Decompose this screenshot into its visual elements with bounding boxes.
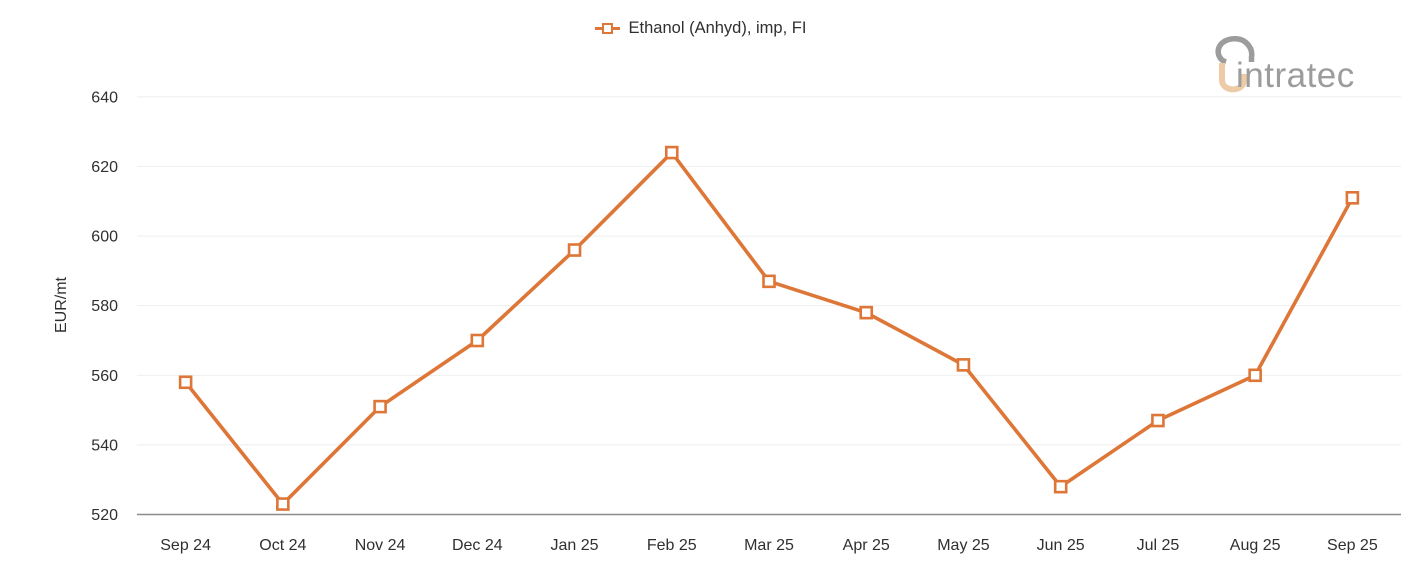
data-point-marker: [1345, 191, 1360, 205]
series-line: [183, 150, 1355, 506]
logo-graphic: intratec: [1215, 36, 1355, 95]
legend-marker-icon: [594, 22, 620, 35]
data-point-marker: [1053, 479, 1068, 494]
data-point-marker: [373, 399, 387, 414]
data-point-marker: [956, 358, 971, 372]
legend-square: [601, 22, 613, 34]
data-point-marker: [762, 274, 776, 289]
legend-label: Ethanol (Anhyd), imp, FI: [628, 19, 807, 37]
data-point-marker: [470, 333, 485, 348]
x-tick-label: May 25: [937, 537, 990, 554]
intratec-logo: intratec: [1213, 36, 1373, 95]
data-point-marker: [178, 375, 193, 390]
x-tick-label: Sep 25: [1327, 537, 1378, 554]
y-tick-label: 620: [91, 159, 118, 176]
logo-text: intratec: [1236, 56, 1355, 94]
y-axis-title: EUR/mt: [53, 276, 70, 333]
logo-arc-bottom: [1219, 63, 1247, 93]
x-tick-label: Apr 25: [843, 537, 890, 554]
data-point-marker: [1151, 413, 1165, 428]
data-point-marker: [859, 305, 874, 320]
x-tick-label: Dec 24: [452, 537, 503, 554]
y-tick-label: 600: [91, 229, 118, 246]
y-tick-label: 520: [91, 507, 118, 524]
y-tick-label: 560: [91, 368, 118, 385]
data-point-marker: [567, 243, 582, 257]
x-tick-label: Mar 25: [744, 537, 794, 554]
x-tick-label: Sep 24: [160, 537, 211, 554]
legend: Ethanol (Anhyd), imp, FI: [0, 19, 1401, 38]
y-tick-label: 580: [91, 298, 118, 315]
x-tick-label: Oct 24: [259, 537, 306, 554]
data-point-marker: [1248, 368, 1262, 383]
x-tick-label: Jul 25: [1137, 537, 1180, 554]
x-tick-label: Jan 25: [551, 537, 599, 554]
x-tick-label: Aug 25: [1230, 537, 1281, 554]
logo-arc-top: [1215, 36, 1255, 65]
x-tick-label: Nov 24: [355, 537, 406, 554]
data-point-marker: [664, 145, 679, 160]
y-tick-label: 540: [91, 437, 118, 454]
data-point-marker: [276, 497, 290, 511]
y-tick-label: 640: [91, 89, 118, 106]
x-tick-label: Feb 25: [647, 537, 697, 554]
x-tick-label: Jun 25: [1037, 537, 1085, 554]
legend-item-ethanol[interactable]: Ethanol (Anhyd), imp, FI: [594, 19, 807, 38]
